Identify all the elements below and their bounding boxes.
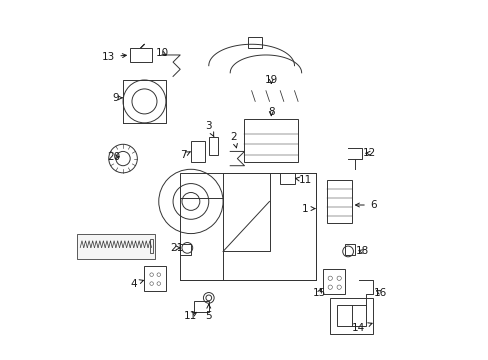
Text: 16: 16 bbox=[373, 288, 386, 297]
Bar bbox=[323, 269, 344, 294]
Bar bbox=[247, 37, 262, 48]
Text: 11: 11 bbox=[295, 175, 311, 185]
Text: 9: 9 bbox=[112, 93, 122, 103]
Bar bbox=[280, 173, 294, 184]
Bar bbox=[190, 141, 205, 162]
Text: 10: 10 bbox=[156, 48, 168, 58]
Text: 4: 4 bbox=[130, 279, 143, 289]
Bar bbox=[144, 266, 165, 291]
Text: 11: 11 bbox=[184, 311, 197, 321]
Bar bbox=[326, 180, 351, 223]
Bar bbox=[130, 48, 151, 62]
Text: 8: 8 bbox=[267, 107, 274, 117]
Bar bbox=[208, 137, 217, 155]
Text: 21: 21 bbox=[170, 243, 183, 253]
Text: 13: 13 bbox=[102, 52, 126, 62]
Text: 15: 15 bbox=[312, 288, 325, 297]
Text: 6: 6 bbox=[355, 200, 376, 210]
Bar bbox=[344, 244, 354, 255]
Text: 20: 20 bbox=[107, 152, 121, 162]
Text: 12: 12 bbox=[362, 148, 375, 158]
Text: 5: 5 bbox=[205, 304, 212, 321]
Text: 19: 19 bbox=[264, 75, 277, 85]
Text: 7: 7 bbox=[180, 150, 190, 160]
Bar bbox=[180, 244, 190, 255]
Bar bbox=[337, 305, 365, 327]
Text: 18: 18 bbox=[355, 247, 368, 256]
Bar bbox=[329, 298, 372, 334]
Bar bbox=[194, 301, 208, 312]
Bar bbox=[77, 234, 155, 258]
Text: 1: 1 bbox=[301, 203, 314, 213]
Bar bbox=[149, 239, 153, 253]
Text: 2: 2 bbox=[230, 132, 237, 148]
Bar bbox=[180, 173, 315, 280]
Bar bbox=[244, 119, 298, 162]
Text: 14: 14 bbox=[351, 323, 371, 333]
Text: 3: 3 bbox=[205, 121, 213, 137]
